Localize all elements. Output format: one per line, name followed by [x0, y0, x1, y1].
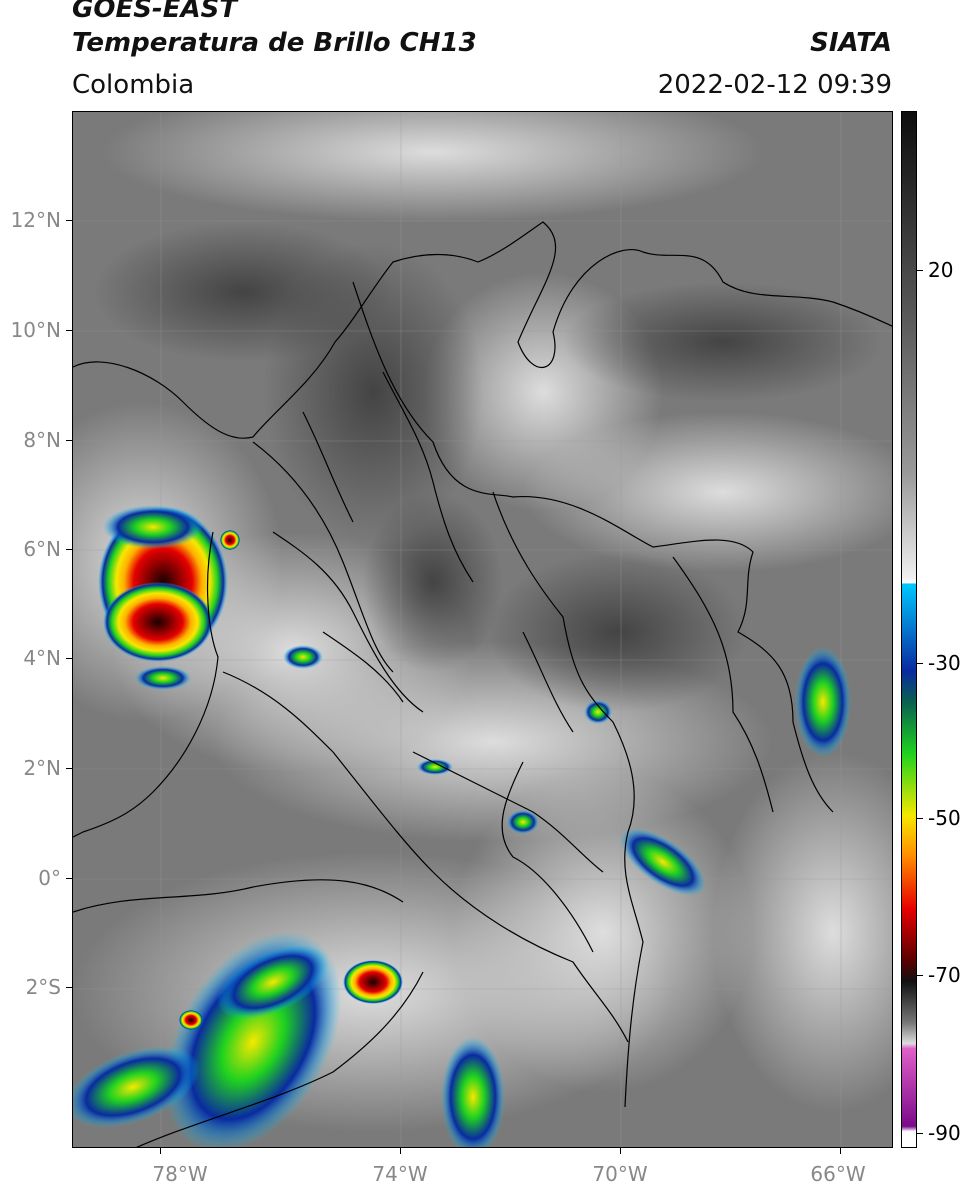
- colorbar-label-minus70: -70: [928, 963, 961, 987]
- colorbar-label-minus90: -90: [928, 1121, 961, 1145]
- lat-label-10n: 10°N: [10, 318, 61, 342]
- lat-label-2s: 2°S: [25, 975, 61, 999]
- timestamp-label: 2022-02-12 09:39: [657, 70, 892, 100]
- convective-storm-pacific: [98, 505, 240, 690]
- colorbar-tick: [917, 1133, 923, 1134]
- lat-label-4n: 4°N: [23, 646, 61, 670]
- lon-label-74w: 74°W: [372, 1162, 428, 1186]
- cloud-texture: [73, 112, 892, 1132]
- lat-label-0: 0°: [38, 866, 61, 890]
- lon-label-66w: 66°W: [810, 1162, 866, 1186]
- colorbar-label-minus50: -50: [928, 806, 961, 830]
- lat-label-12n: 12°N: [10, 208, 61, 232]
- colorbar: [901, 111, 917, 1148]
- lat-label-6n: 6°N: [23, 537, 61, 561]
- title-product: Temperatura de Brillo CH13: [72, 28, 477, 58]
- colorbar-tick: [917, 663, 923, 664]
- region-label: Colombia: [72, 70, 195, 100]
- organization-label: SIATA: [810, 28, 892, 58]
- lon-label-70w: 70°W: [592, 1162, 648, 1186]
- lon-label-78w: 78°W: [152, 1162, 208, 1186]
- cold-cloud-cells: [73, 645, 851, 1147]
- lat-label-8n: 8°N: [23, 428, 61, 452]
- lat-label-2n: 2°N: [23, 756, 61, 780]
- colorbar-tick: [917, 818, 923, 819]
- satellite-map[interactable]: [72, 111, 893, 1148]
- title-satellite: GOES-EAST: [72, 0, 238, 24]
- colorbar-tick: [917, 270, 923, 271]
- map-canvas: [73, 112, 892, 1147]
- colorbar-label-20: 20: [928, 258, 954, 282]
- colorbar-tick: [917, 975, 923, 976]
- colorbar-label-minus30: -30: [928, 651, 961, 675]
- coastlines-and-borders: [73, 221, 892, 1147]
